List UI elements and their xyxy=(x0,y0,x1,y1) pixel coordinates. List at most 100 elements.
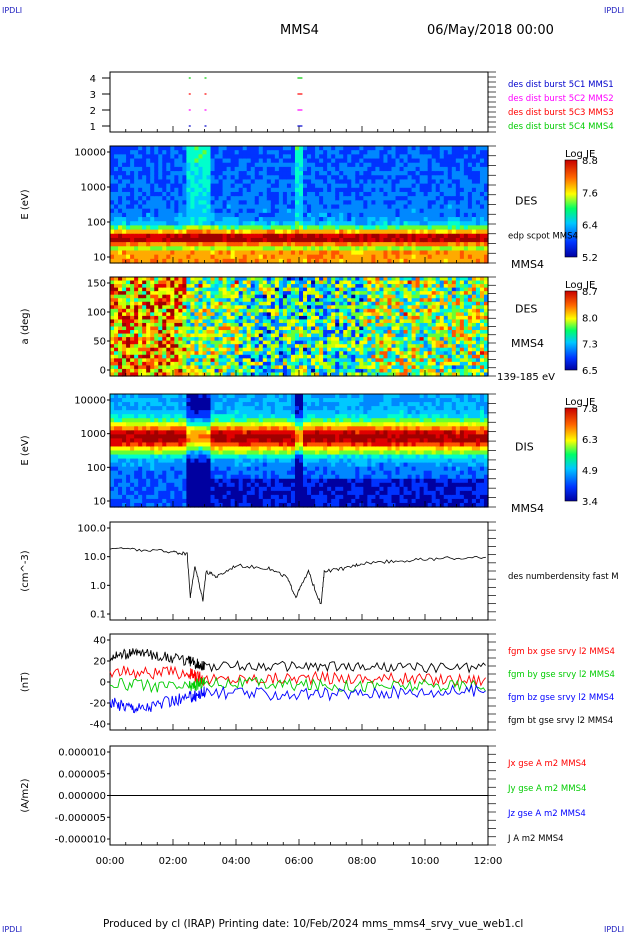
heatmap-cell xyxy=(331,204,336,210)
heatmap-cell xyxy=(254,237,260,243)
heatmap-cell xyxy=(403,212,409,218)
heatmap-cell xyxy=(222,237,228,243)
heatmap-cell xyxy=(206,254,212,260)
heatmap-cell xyxy=(166,358,171,363)
heatmap-cell xyxy=(242,308,248,313)
heatmap-cell xyxy=(395,326,401,331)
heatmap-cell xyxy=(311,315,316,321)
heatmap-cell xyxy=(146,308,151,313)
heatmap-cell xyxy=(299,333,304,338)
heatmap-cell xyxy=(242,225,248,231)
instrument-label: DES xyxy=(515,195,537,208)
heatmap-cell xyxy=(351,183,356,189)
heatmap-cell xyxy=(146,183,151,189)
heatmap-cell xyxy=(383,175,389,181)
heatmap-cell xyxy=(290,326,296,331)
heatmap-cell xyxy=(242,326,248,331)
heatmap-cell xyxy=(250,233,256,239)
heatmap-cell xyxy=(294,361,300,366)
heatmap-cell xyxy=(286,347,292,352)
heatmap-cell xyxy=(226,221,232,226)
heatmap-cell xyxy=(411,146,417,151)
heatmap-cell xyxy=(355,337,360,342)
heatmap-cell xyxy=(142,171,147,176)
heatmap-cell xyxy=(290,171,296,176)
heatmap-cell xyxy=(419,347,425,352)
heatmap-cell xyxy=(387,150,393,155)
heatmap-cell xyxy=(130,154,135,160)
heatmap-cell xyxy=(198,322,204,328)
heatmap-cell xyxy=(311,322,316,328)
heatmap-cell xyxy=(186,237,192,243)
heatmap-cell xyxy=(427,146,433,151)
heatmap-cell xyxy=(270,277,276,282)
heatmap-cell xyxy=(198,254,204,260)
heatmap-cell xyxy=(142,250,147,256)
heatmap-cell xyxy=(403,308,409,313)
heatmap-cell xyxy=(250,291,256,296)
heatmap-cell xyxy=(431,171,437,176)
heatmap-cell xyxy=(110,204,115,210)
heatmap-cell xyxy=(238,287,244,292)
heatmap-cell xyxy=(214,347,220,352)
heatmap-cell xyxy=(439,204,445,210)
heatmap-cell xyxy=(158,229,163,235)
heatmap-cell xyxy=(407,175,413,181)
heatmap-cell xyxy=(347,368,352,374)
heatmap-cell xyxy=(351,179,356,185)
heatmap-cell xyxy=(343,237,348,243)
heatmap-cell xyxy=(403,291,409,296)
heatmap-cell xyxy=(210,242,216,247)
heatmap-cell xyxy=(339,154,344,160)
heatmap-cell xyxy=(278,330,284,335)
heatmap-cell xyxy=(150,225,155,231)
heatmap-cell xyxy=(347,365,352,370)
heatmap-cell xyxy=(126,340,131,345)
heatmap-cell xyxy=(363,250,368,256)
heatmap-cell xyxy=(114,330,119,335)
heatmap-cell xyxy=(218,196,224,201)
heatmap-cell xyxy=(154,229,159,235)
heatmap-cell xyxy=(439,171,445,176)
heatmap-cell xyxy=(262,204,268,210)
heatmap-cell xyxy=(158,308,163,313)
heatmap-cell xyxy=(118,305,123,310)
heatmap-cell xyxy=(262,166,268,172)
heatmap-cell xyxy=(274,340,280,345)
heatmap-cell xyxy=(299,372,304,377)
heatmap-cell xyxy=(110,277,115,282)
heatmap-cell xyxy=(170,319,175,324)
heatmap-cell xyxy=(182,333,188,338)
heatmap-cell xyxy=(323,365,328,370)
heatmap-cell xyxy=(371,277,377,282)
heatmap-cell xyxy=(226,212,232,218)
heatmap-cell xyxy=(246,187,252,193)
heatmap-cell xyxy=(379,196,385,201)
heatmap-cell xyxy=(218,150,224,155)
heatmap-cell xyxy=(411,291,417,296)
heatmap-cell xyxy=(166,354,171,359)
heatmap-cell xyxy=(194,191,200,197)
heatmap-cell xyxy=(327,358,332,363)
heatmap-cell xyxy=(226,308,232,313)
heatmap-cell xyxy=(210,330,216,335)
heatmap-cell xyxy=(246,358,252,363)
heatmap-cell xyxy=(202,333,208,338)
heatmap-cell xyxy=(431,258,437,264)
heatmap-cell xyxy=(170,242,175,247)
heatmap-cell xyxy=(110,305,115,310)
heatmap-cell xyxy=(158,191,163,197)
heatmap-cell xyxy=(311,301,316,306)
heatmap-cell xyxy=(375,284,381,289)
heatmap-cell xyxy=(282,217,288,222)
heatmap-cell xyxy=(319,277,324,282)
heatmap-cell xyxy=(435,175,441,181)
heatmap-cell xyxy=(347,246,352,252)
heatmap-cell xyxy=(371,308,377,313)
heatmap-cell xyxy=(226,330,232,335)
heatmap-cell xyxy=(214,183,220,189)
heatmap-cell xyxy=(266,158,272,164)
heatmap-cell xyxy=(367,340,372,345)
heatmap-cell xyxy=(299,358,304,363)
